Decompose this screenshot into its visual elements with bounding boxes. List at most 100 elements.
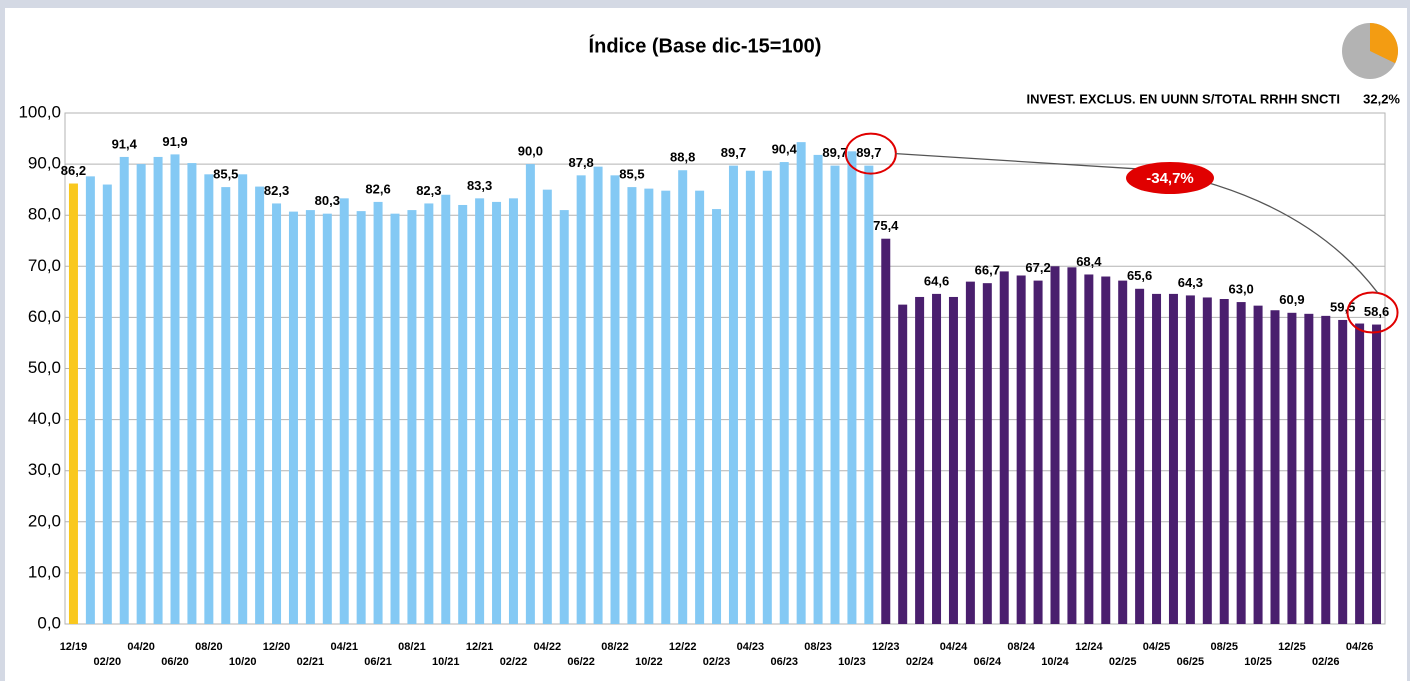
bar bbox=[373, 201, 383, 624]
x-tick-label: 04/20 bbox=[127, 641, 155, 653]
x-tick-label: 12/20 bbox=[263, 641, 291, 653]
bar bbox=[492, 201, 502, 624]
bar bbox=[1135, 288, 1145, 624]
bar bbox=[85, 176, 95, 624]
bar bbox=[1202, 297, 1212, 624]
bar bbox=[1101, 276, 1111, 624]
bar bbox=[745, 170, 755, 625]
data-label: 58,6 bbox=[1364, 304, 1389, 319]
x-tick-label: 02/24 bbox=[906, 656, 934, 668]
data-label: 64,3 bbox=[1178, 275, 1203, 290]
chart-title: Índice (Base dic-15=100) bbox=[589, 34, 822, 57]
bar bbox=[1033, 280, 1043, 624]
x-tick-label: 12/19 bbox=[60, 641, 88, 653]
x-tick-label: 02/25 bbox=[1109, 656, 1137, 668]
x-tick-label: 08/22 bbox=[601, 641, 629, 653]
bar bbox=[119, 156, 129, 625]
bar bbox=[1084, 274, 1094, 624]
x-tick-label: 04/26 bbox=[1346, 641, 1374, 653]
x-tick-label: 12/25 bbox=[1278, 641, 1306, 653]
x-tick-label: 12/24 bbox=[1075, 641, 1103, 653]
x-tick-label: 08/20 bbox=[195, 641, 223, 653]
bar bbox=[407, 210, 417, 624]
bar bbox=[339, 198, 349, 624]
bar bbox=[187, 163, 197, 624]
data-label: 82,3 bbox=[264, 183, 289, 198]
bar bbox=[576, 175, 586, 625]
bar bbox=[1050, 266, 1060, 624]
x-tick-label: 02/23 bbox=[703, 656, 731, 668]
data-label: 90,0 bbox=[518, 144, 543, 159]
bar bbox=[830, 165, 840, 624]
bar bbox=[272, 203, 282, 624]
data-label: 89,7 bbox=[856, 145, 881, 160]
inset-label: INVEST. EXCLUS. EN UUNN S/TOTAL RRHH SNC… bbox=[1027, 91, 1340, 106]
bar bbox=[255, 186, 265, 625]
bar bbox=[475, 198, 485, 624]
chart: Índice (Base dic-15=100) INVEST. EXCLUS.… bbox=[5, 8, 1407, 681]
y-tick-label: 0,0 bbox=[37, 613, 61, 632]
x-tick-label: 06/20 bbox=[161, 656, 189, 668]
x-tick-label: 02/20 bbox=[94, 656, 122, 668]
data-label: 66,7 bbox=[975, 263, 1000, 278]
x-tick-label: 10/20 bbox=[229, 656, 257, 668]
bar bbox=[779, 162, 789, 624]
bar bbox=[1253, 305, 1263, 624]
data-label: 85,5 bbox=[213, 167, 238, 182]
bar bbox=[627, 187, 637, 624]
y-tick-label: 20,0 bbox=[28, 511, 61, 530]
bar bbox=[847, 151, 857, 624]
bar bbox=[542, 189, 552, 624]
data-label: 68,4 bbox=[1076, 254, 1102, 269]
bar bbox=[762, 170, 772, 625]
bar bbox=[1270, 310, 1280, 624]
x-tick-label: 04/21 bbox=[330, 641, 358, 653]
x-tick-label: 04/23 bbox=[737, 641, 765, 653]
bar bbox=[1016, 275, 1026, 624]
x-tick-label: 08/21 bbox=[398, 641, 426, 653]
x-tick-label: 06/21 bbox=[364, 656, 392, 668]
bar bbox=[678, 170, 688, 624]
data-label: 86,2 bbox=[61, 163, 86, 178]
y-tick-label: 80,0 bbox=[28, 205, 61, 224]
bar bbox=[1168, 293, 1178, 624]
data-label: 89,7 bbox=[721, 145, 746, 160]
y-tick-label: 70,0 bbox=[28, 256, 61, 275]
bar bbox=[728, 165, 738, 624]
change-label: -34,7% bbox=[1146, 170, 1194, 187]
bar bbox=[1304, 313, 1314, 624]
data-label: 64,6 bbox=[924, 273, 949, 288]
bar bbox=[559, 210, 569, 624]
bar bbox=[322, 213, 332, 625]
change-badge bbox=[1126, 162, 1214, 194]
x-tick-label: 02/26 bbox=[1312, 656, 1340, 668]
x-tick-label: 10/22 bbox=[635, 656, 663, 668]
inset-value: 32,2% bbox=[1363, 91, 1400, 106]
bar bbox=[508, 198, 518, 624]
x-tick-label: 06/24 bbox=[974, 656, 1002, 668]
bar bbox=[441, 194, 451, 624]
data-label: 91,9 bbox=[162, 134, 187, 149]
data-label: 90,4 bbox=[772, 141, 798, 156]
y-tick-label: 100,0 bbox=[18, 102, 61, 121]
inset-pie-slice bbox=[1370, 23, 1398, 64]
bar bbox=[170, 154, 180, 625]
bar bbox=[898, 304, 908, 624]
bar bbox=[644, 188, 654, 625]
data-label: 91,4 bbox=[112, 136, 138, 151]
x-tick-label: 04/24 bbox=[940, 641, 968, 653]
bar bbox=[1338, 319, 1348, 624]
bar bbox=[153, 156, 163, 625]
bar bbox=[356, 211, 366, 624]
data-label: 67,2 bbox=[1025, 260, 1050, 275]
bar bbox=[1372, 324, 1382, 624]
bar bbox=[661, 190, 671, 624]
bar bbox=[238, 174, 248, 624]
bar bbox=[1152, 293, 1162, 624]
data-label: 83,3 bbox=[467, 178, 492, 193]
bar bbox=[204, 174, 214, 624]
bar bbox=[288, 211, 298, 625]
y-tick-label: 60,0 bbox=[28, 307, 61, 326]
data-label: 63,0 bbox=[1228, 282, 1253, 297]
bar bbox=[1287, 312, 1297, 624]
